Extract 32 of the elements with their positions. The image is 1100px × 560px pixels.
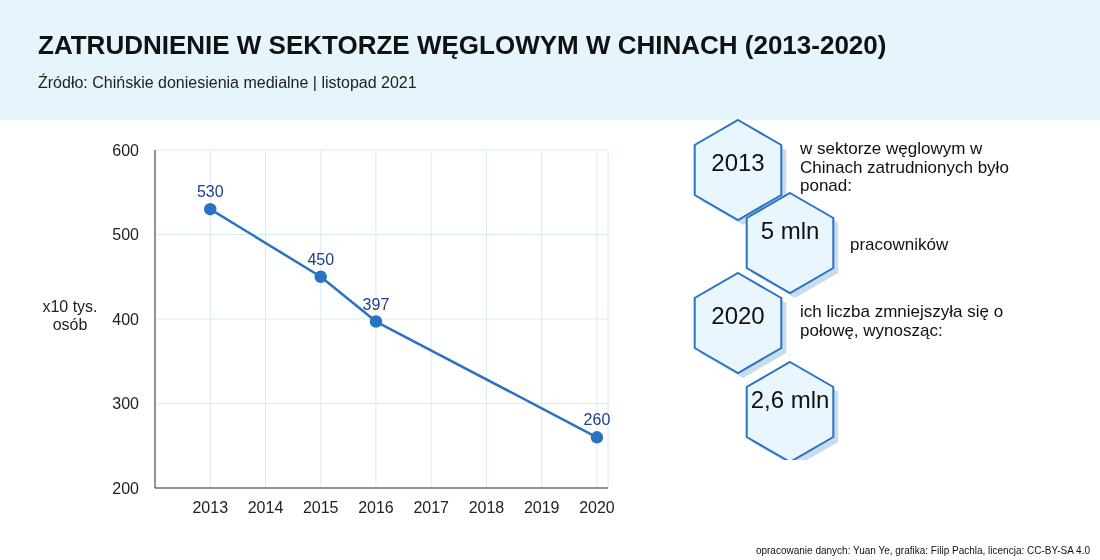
y-tick-label: 400 (112, 310, 140, 328)
x-tick-label: 2014 (247, 499, 284, 517)
chart-subtitle: Źródło: Chińskie doniesienia medialne | listopad 2021 (38, 74, 417, 92)
y-tick-label: 500 (112, 226, 140, 244)
text: 2013 (710, 149, 766, 177)
point (314, 270, 327, 283)
text: 5 mln (759, 217, 821, 245)
y-tick-label: 600 (112, 141, 140, 159)
point (203, 202, 217, 216)
y-tick-label: 300 (112, 395, 140, 413)
text: w sektorze węglowym w Chinach zatrudnionych było ponad: (800, 139, 1010, 197)
x-tick-label: 2018 (468, 499, 505, 517)
text: 2020 (710, 302, 766, 330)
y-axis-title: x10 tys. osób (41, 298, 99, 334)
text: ich liczba zmniejszyła się o połowę, wynosząc: (800, 302, 1005, 341)
data-label: 397 (362, 295, 390, 313)
text: 2,6 mln (750, 386, 830, 414)
x-tick-label: 2019 (523, 499, 560, 517)
y-tick-label: 200 (112, 479, 140, 497)
text: opracowanie danych: Yuan Ye, grafika: Filip Pachla, licencja: CC-BY-SA 4.0 (754, 545, 1090, 556)
data-label: 530 (196, 183, 224, 201)
point (590, 431, 604, 444)
x-tick-label: 2017 (413, 499, 450, 517)
x-tick-label: 2013 (192, 499, 229, 517)
data-label: 450 (307, 250, 335, 268)
x-tick-label: 2015 (302, 499, 339, 517)
chart-title: ZATRUDNIENIE W SEKTORZE WĘGLOWYM W CHINACH (2013-2020) (38, 30, 887, 61)
text: pracowników (850, 235, 950, 255)
x-tick-label: 2020 (579, 499, 615, 517)
x-tick-label: 2016 (358, 499, 394, 517)
point (369, 315, 383, 328)
data-label: 260 (583, 411, 611, 429)
